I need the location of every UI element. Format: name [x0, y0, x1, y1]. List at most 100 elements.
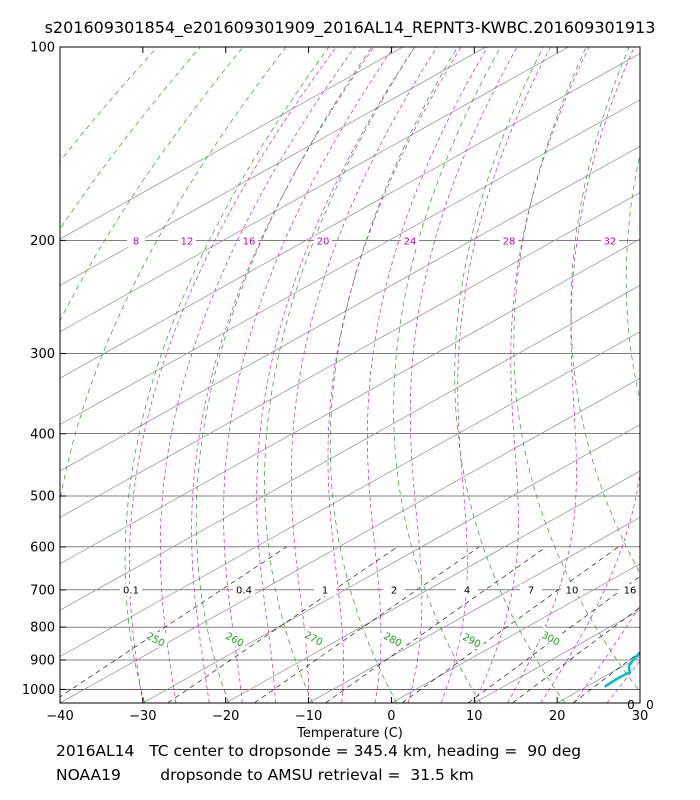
- y-tick-label: 700: [30, 583, 55, 598]
- dry-adiabat-line: [264, 47, 415, 703]
- mixing-ratio-lines: [60, 546, 640, 703]
- y-tick-label: 800: [30, 621, 55, 636]
- mixing-ratio-label: 0.4: [236, 585, 252, 596]
- moist-adiabat-label: 8: [133, 236, 139, 247]
- label-background: [379, 627, 407, 650]
- isotherm-line: [60, 52, 640, 379]
- label-background: [127, 235, 145, 248]
- moist-adiabat-label: 16: [243, 236, 256, 247]
- moist-adiabat-line: [191, 47, 375, 703]
- label-background: [561, 583, 583, 596]
- label-background: [314, 235, 332, 248]
- isotherm-line: [142, 424, 640, 703]
- label-background: [314, 583, 336, 596]
- dry-adiabat-lines: [60, 47, 700, 703]
- mixing-ratio-line: [468, 576, 640, 703]
- moist-adiabat-line: [573, 604, 640, 703]
- isotherm-line: [60, 47, 569, 333]
- dry-adiabat-line: [680, 47, 700, 703]
- label-background: [401, 235, 419, 248]
- y-tick-label: 100: [30, 41, 55, 56]
- dry-adiabat-line: [195, 47, 373, 703]
- dry-adiabat-line: [60, 47, 287, 703]
- y-tick-label: 500: [30, 490, 55, 505]
- isotherm-line: [639, 702, 640, 703]
- mixing-ratio-label: 16: [624, 585, 637, 596]
- isotherm-line: [391, 563, 640, 703]
- mixing-ratio-line: [401, 546, 619, 703]
- moist-adiabat-label: 20: [317, 236, 330, 247]
- dry-adiabat-line: [124, 47, 330, 703]
- moist-adiabat-line: [223, 47, 395, 703]
- isotherm-line: [60, 145, 640, 472]
- chart-title: s201609301854_e201609301909_2016AL14_REP…: [44, 18, 656, 37]
- dry-adiabat-line: [454, 47, 566, 703]
- label-background: [240, 235, 258, 248]
- moist-adiabat-line: [327, 47, 462, 703]
- label-background: [500, 235, 518, 248]
- moist-adiabat-line: [673, 47, 700, 703]
- moist-adiabat-line: [407, 47, 518, 703]
- dry-adiabat-line: [625, 152, 640, 402]
- y-tick-label: 900: [30, 653, 55, 668]
- label-background: [300, 626, 328, 649]
- moist-adiabat-label: 24: [404, 236, 417, 247]
- x-tick-label: 10: [466, 709, 483, 724]
- isotherm-line: [60, 47, 486, 286]
- isotherm-line: [556, 656, 640, 703]
- moist-adiabat-lines: [129, 47, 700, 703]
- moist-adiabat-line: [256, 47, 415, 703]
- moist-adiabat-label: 28: [503, 236, 516, 247]
- moist-adiabat-line: [606, 660, 640, 703]
- isotherm-line: [60, 377, 640, 703]
- mixing-ratio-line: [60, 546, 287, 698]
- mixing-ratio-label: 10: [566, 585, 579, 596]
- isotherm-line: [60, 192, 640, 518]
- moist-adiabat-line: [290, 47, 438, 703]
- corner-label: 0: [646, 698, 654, 712]
- dry-adiabat-line: [60, 47, 244, 322]
- x-tick-label: −30: [129, 709, 156, 724]
- dry-adiabat-line: [329, 47, 458, 703]
- x-tick-label: −40: [46, 709, 73, 724]
- isotherm-line: [60, 331, 640, 658]
- moist-adiabat-line: [507, 47, 635, 703]
- mixing-ratio-label: 2: [391, 585, 397, 596]
- moist-adiabat-label: 12: [181, 236, 194, 247]
- info-line-retrieval: NOAA19 dropsonde to AMSU retrieval = 31.…: [56, 766, 474, 784]
- dry-adiabat-line: [60, 47, 201, 230]
- label-background: [221, 627, 249, 650]
- isotherm-line: [60, 99, 640, 426]
- series-retrieval_temperature_magenta: [647, 219, 700, 690]
- dry-adiabat-line: [513, 47, 640, 693]
- plot-frame: [59, 46, 641, 704]
- y-tick-label: 300: [30, 347, 55, 362]
- label-background: [178, 235, 196, 248]
- label-background: [233, 583, 255, 596]
- mixing-ratio-label: 1: [322, 585, 328, 596]
- y-tick-label: 600: [30, 540, 55, 555]
- sounding-profiles: [604, 47, 700, 690]
- label-background: [601, 235, 619, 248]
- isotherm-line: [308, 516, 640, 703]
- isotherm-line: [60, 284, 640, 611]
- mixing-ratio-line: [254, 546, 480, 703]
- y-tick-label: 1000: [22, 683, 55, 698]
- x-axis-label: Temperature (C): [296, 726, 403, 741]
- mixing-ratio-label: 4: [464, 585, 470, 596]
- mixing-ratio-line: [512, 607, 640, 703]
- series-temperature_red: [644, 47, 700, 689]
- label-background: [537, 626, 565, 649]
- label-background: [383, 583, 405, 596]
- x-tick-label: 0: [387, 709, 395, 724]
- x-tick-label: 30: [632, 709, 649, 724]
- dry-adiabat-line: [60, 47, 158, 162]
- dry-adiabat-line: [393, 47, 501, 703]
- moist-adiabat-label: 32: [604, 236, 617, 247]
- moist-adiabat-line: [540, 272, 640, 703]
- label-background: [456, 583, 478, 596]
- moist-adiabat-line: [367, 47, 488, 703]
- isotherm-line: [225, 470, 640, 703]
- moist-adiabat-line: [440, 47, 551, 703]
